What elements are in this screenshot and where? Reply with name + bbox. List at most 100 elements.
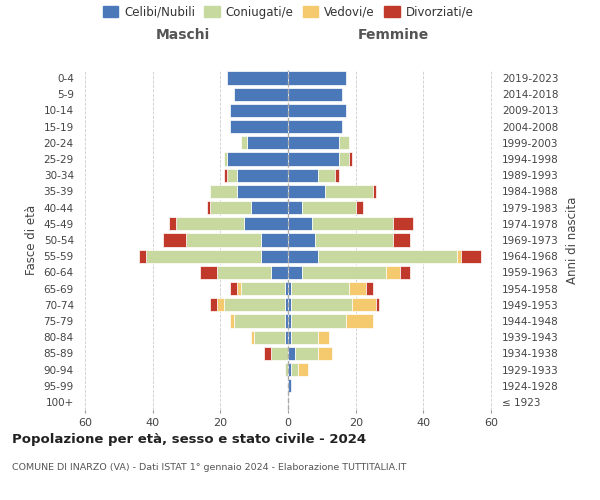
Bar: [288, 185, 325, 198]
Bar: [251, 330, 254, 344]
Bar: [227, 72, 288, 85]
Bar: [230, 104, 288, 117]
Bar: [339, 152, 349, 166]
Bar: [376, 298, 379, 312]
Bar: [271, 266, 288, 279]
Bar: [288, 88, 342, 101]
Text: Popolazione per età, sesso e stato civile - 2024: Popolazione per età, sesso e stato civil…: [12, 432, 366, 446]
Bar: [288, 298, 292, 312]
Bar: [315, 234, 393, 246]
Bar: [302, 266, 386, 279]
Legend: Celibi/Nubili, Coniugati/e, Vedovi/e, Divorziati/e: Celibi/Nubili, Coniugati/e, Vedovi/e, Di…: [98, 1, 478, 24]
Bar: [292, 298, 352, 312]
Bar: [227, 168, 237, 182]
Bar: [176, 217, 244, 230]
Text: COMUNE DI INARZO (VA) - Dati ISTAT 1° gennaio 2024 - Elaborazione TUTTITALIA.IT: COMUNE DI INARZO (VA) - Dati ISTAT 1° ge…: [12, 462, 407, 471]
Bar: [393, 217, 413, 230]
Bar: [210, 201, 251, 214]
Bar: [288, 104, 346, 117]
Bar: [224, 168, 227, 182]
Bar: [271, 346, 288, 360]
Bar: [292, 314, 346, 328]
Bar: [461, 250, 481, 263]
Bar: [319, 250, 457, 263]
Bar: [346, 314, 373, 328]
Bar: [325, 185, 373, 198]
Bar: [288, 136, 339, 149]
Bar: [292, 363, 298, 376]
Bar: [210, 185, 237, 198]
Bar: [366, 282, 373, 295]
Bar: [288, 282, 292, 295]
Bar: [339, 136, 349, 149]
Bar: [288, 266, 302, 279]
Bar: [169, 217, 176, 230]
Bar: [457, 250, 461, 263]
Bar: [292, 330, 319, 344]
Bar: [288, 363, 292, 376]
Bar: [284, 330, 288, 344]
Bar: [298, 363, 308, 376]
Bar: [288, 346, 295, 360]
Text: Maschi: Maschi: [156, 28, 210, 42]
Bar: [234, 314, 284, 328]
Bar: [400, 266, 410, 279]
Bar: [254, 330, 284, 344]
Bar: [295, 346, 319, 360]
Bar: [237, 168, 288, 182]
Bar: [284, 298, 288, 312]
Bar: [284, 314, 288, 328]
Bar: [207, 201, 210, 214]
Bar: [230, 282, 237, 295]
Bar: [241, 282, 284, 295]
Bar: [210, 298, 217, 312]
Bar: [292, 282, 349, 295]
Bar: [288, 201, 302, 214]
Bar: [139, 250, 146, 263]
Bar: [264, 346, 271, 360]
Bar: [200, 266, 217, 279]
Bar: [335, 168, 339, 182]
Bar: [288, 217, 312, 230]
Bar: [393, 234, 410, 246]
Bar: [319, 346, 332, 360]
Bar: [146, 250, 261, 263]
Bar: [312, 217, 393, 230]
Bar: [237, 282, 241, 295]
Bar: [237, 185, 288, 198]
Bar: [288, 120, 342, 134]
Bar: [288, 72, 346, 85]
Bar: [163, 234, 187, 246]
Bar: [349, 282, 366, 295]
Bar: [288, 314, 292, 328]
Bar: [288, 379, 292, 392]
Bar: [187, 234, 261, 246]
Bar: [217, 298, 224, 312]
Bar: [227, 152, 288, 166]
Text: Femmine: Femmine: [358, 28, 428, 42]
Bar: [284, 363, 288, 376]
Bar: [244, 217, 288, 230]
Bar: [373, 185, 376, 198]
Bar: [356, 201, 362, 214]
Bar: [247, 136, 288, 149]
Bar: [261, 250, 288, 263]
Bar: [230, 120, 288, 134]
Bar: [319, 168, 335, 182]
Bar: [217, 266, 271, 279]
Bar: [224, 152, 227, 166]
Bar: [234, 88, 288, 101]
Bar: [288, 234, 315, 246]
Bar: [319, 330, 329, 344]
Bar: [261, 234, 288, 246]
Bar: [251, 201, 288, 214]
Bar: [288, 250, 319, 263]
Bar: [349, 152, 352, 166]
Y-axis label: Anni di nascita: Anni di nascita: [566, 196, 579, 284]
Bar: [288, 152, 339, 166]
Bar: [241, 136, 247, 149]
Bar: [386, 266, 400, 279]
Bar: [284, 282, 288, 295]
Bar: [288, 168, 319, 182]
Bar: [230, 314, 234, 328]
